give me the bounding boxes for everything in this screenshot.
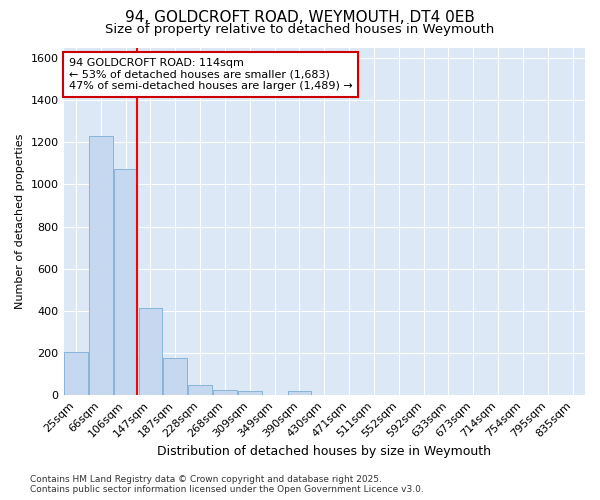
Bar: [114, 168, 137, 395]
Bar: [64, 352, 88, 395]
Bar: [188, 384, 212, 395]
Y-axis label: Number of detached properties: Number of detached properties: [15, 134, 25, 309]
Bar: [287, 391, 311, 395]
Bar: [238, 391, 262, 395]
X-axis label: Distribution of detached houses by size in Weymouth: Distribution of detached houses by size …: [157, 444, 491, 458]
Bar: [213, 390, 237, 395]
Text: 94 GOLDCROFT ROAD: 114sqm
← 53% of detached houses are smaller (1,683)
47% of se: 94 GOLDCROFT ROAD: 114sqm ← 53% of detac…: [69, 58, 353, 91]
Bar: [139, 308, 162, 395]
Bar: [89, 136, 113, 395]
Bar: [163, 358, 187, 395]
Text: Size of property relative to detached houses in Weymouth: Size of property relative to detached ho…: [106, 22, 494, 36]
Text: 94, GOLDCROFT ROAD, WEYMOUTH, DT4 0EB: 94, GOLDCROFT ROAD, WEYMOUTH, DT4 0EB: [125, 10, 475, 25]
Text: Contains HM Land Registry data © Crown copyright and database right 2025.
Contai: Contains HM Land Registry data © Crown c…: [30, 474, 424, 494]
